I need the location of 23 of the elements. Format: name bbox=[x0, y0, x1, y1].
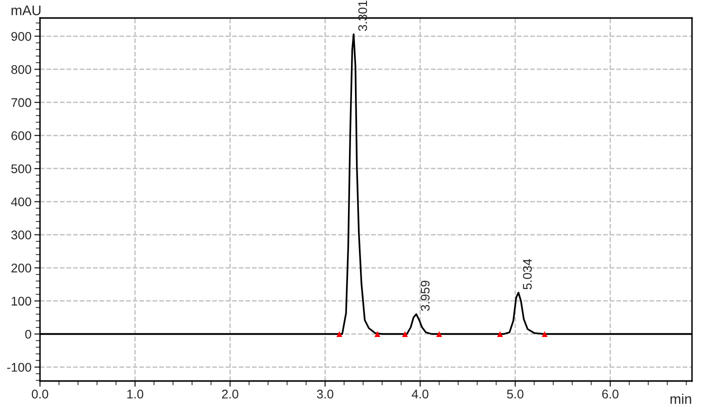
x-tick-label: 1.0 bbox=[127, 390, 144, 399]
y-axis-title: mAU bbox=[12, 6, 40, 16]
y-tick-label: 200 bbox=[11, 264, 32, 272]
y-tick-label: 100 bbox=[12, 296, 32, 306]
y-tick-label: 0 bbox=[25, 330, 32, 339]
x-axis-title: min bbox=[670, 394, 692, 404]
x-tick-label: 5.0 bbox=[507, 390, 524, 399]
x-tick-label: 4.0 bbox=[412, 390, 428, 399]
y-tick-label: 900 bbox=[11, 32, 32, 41]
x-tick-label: 2.0 bbox=[222, 390, 238, 399]
annotation: 5.034 bbox=[522, 258, 532, 290]
x-tick-label: 0.0 bbox=[32, 390, 48, 399]
y-tick-label: -100 bbox=[7, 362, 32, 372]
y-tick-label: 300 bbox=[11, 230, 32, 240]
annotation: 3.301 bbox=[358, 0, 368, 31]
x-tick-label: 6.0 bbox=[602, 390, 618, 399]
y-tick-label: 400 bbox=[11, 197, 32, 206]
annotation: 3.959 bbox=[420, 280, 430, 311]
y-tick-label: 700 bbox=[11, 98, 32, 108]
y-tick-label: 500 bbox=[11, 164, 32, 174]
x-tick-label: 3.0 bbox=[316, 390, 334, 399]
y-tick-label: 800 bbox=[11, 65, 32, 74]
y-tick-label: 600 bbox=[11, 131, 32, 140]
